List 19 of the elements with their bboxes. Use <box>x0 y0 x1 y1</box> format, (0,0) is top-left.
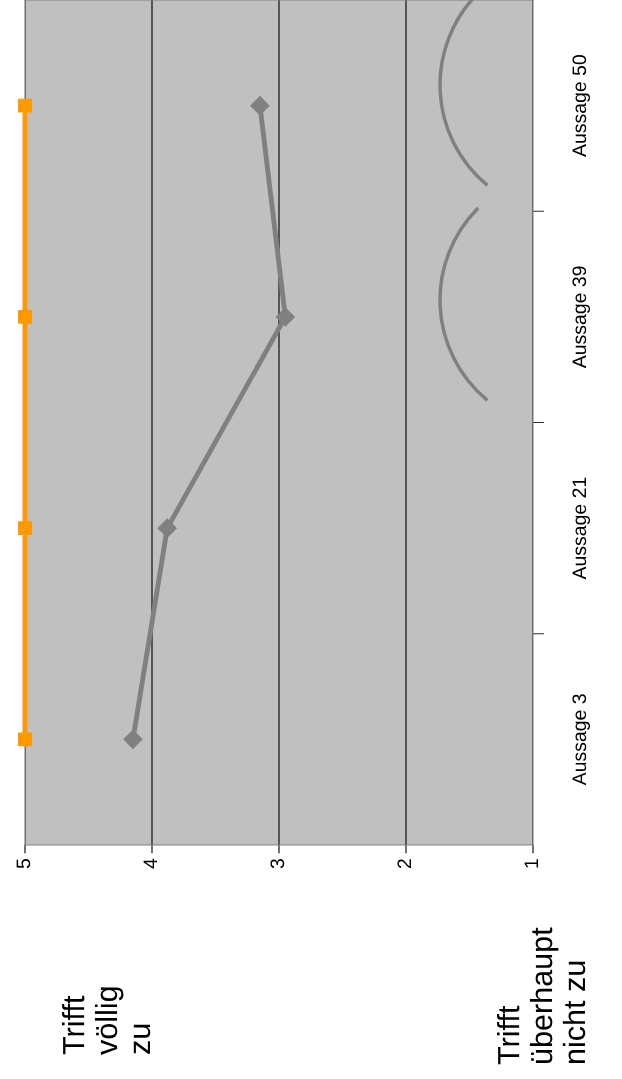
point <box>275 307 295 327</box>
point <box>250 96 270 116</box>
text: Trifft völlig zu <box>62 987 151 1055</box>
point <box>18 98 32 113</box>
x-tick-label: 1 <box>524 859 539 868</box>
y-tick-label: Aussage 3 <box>572 694 591 786</box>
x-tick-label: 5 <box>16 859 31 869</box>
point <box>157 518 177 538</box>
x-tick-label: 3 <box>270 859 285 869</box>
point <box>18 521 32 536</box>
text: Trifft überhaupt nicht zu <box>497 927 586 1065</box>
y-tick-label: Aussage 39 <box>572 266 591 369</box>
y-tick-label: Aussage 50 <box>572 55 591 157</box>
x-tick-label: 2 <box>397 859 412 869</box>
y-tick-label: Aussage 21 <box>572 477 591 580</box>
point <box>18 732 32 747</box>
point <box>18 309 32 324</box>
x-tick-label: 4 <box>143 858 158 869</box>
point <box>123 729 143 749</box>
